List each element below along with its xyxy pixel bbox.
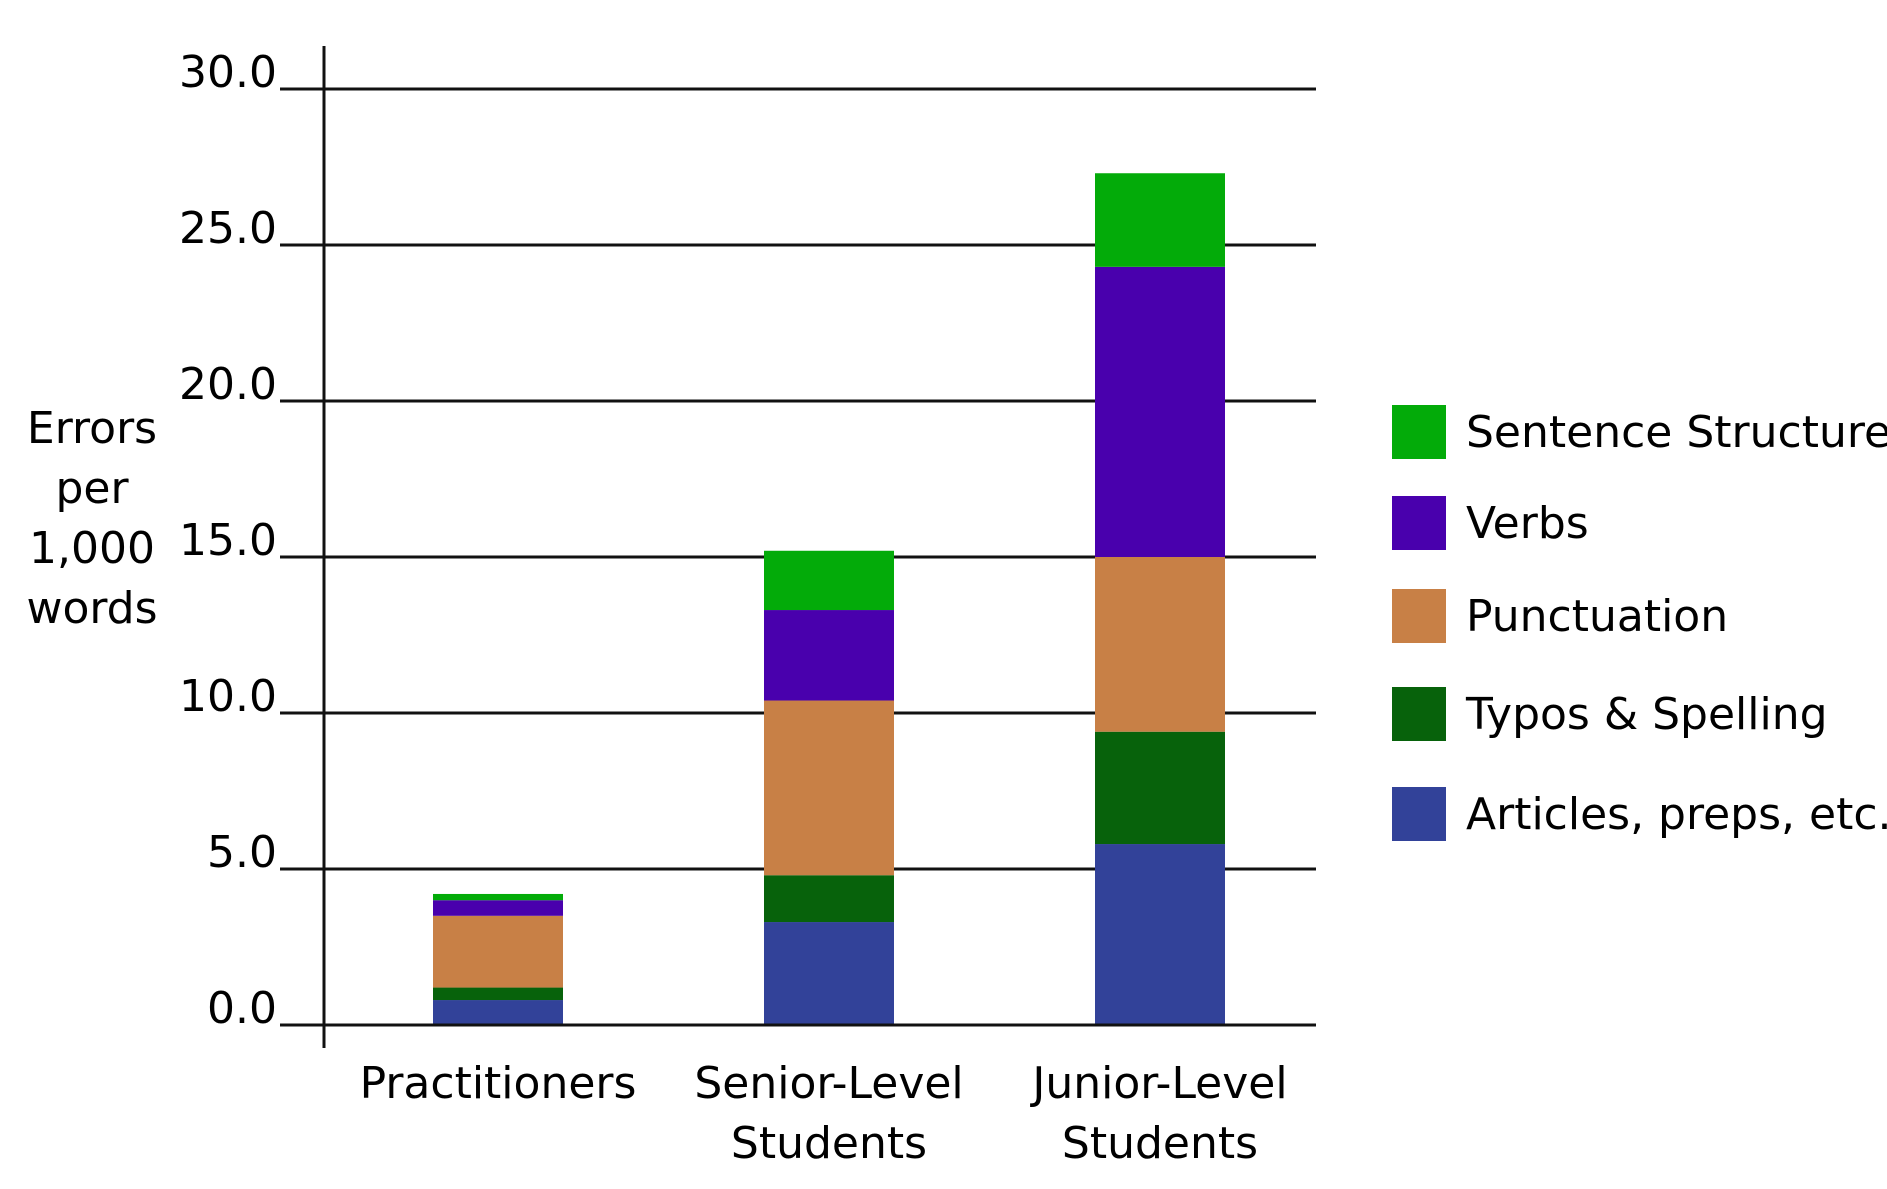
bar-segment bbox=[1095, 557, 1225, 732]
x-category-label: Senior-Level bbox=[694, 1058, 963, 1109]
y-axis-label-line: words bbox=[26, 583, 157, 634]
y-tick-label: 20.0 bbox=[179, 359, 277, 410]
x-category-label: Students bbox=[1062, 1118, 1258, 1169]
x-category-labels: Practitioners Senior-Level Students Junior-… bbox=[360, 1058, 1288, 1169]
legend-label: Sentence Structure bbox=[1466, 407, 1887, 458]
legend: Sentence Structure Verbs Punctuation Typos … bbox=[1392, 405, 1887, 841]
y-tick-label: 10.0 bbox=[179, 671, 277, 722]
legend-label: Articles, preps, etc. bbox=[1466, 789, 1887, 840]
legend-swatch bbox=[1392, 496, 1446, 550]
legend-swatch bbox=[1392, 589, 1446, 643]
x-category-label: Students bbox=[731, 1118, 927, 1169]
y-axis-label-line: 1,000 bbox=[29, 523, 155, 574]
y-tick-labels: 0.0 5.0 10.0 15.0 20.0 25.0 30.0 bbox=[179, 47, 277, 1034]
bar-segment bbox=[764, 875, 894, 923]
legend-swatch bbox=[1392, 687, 1446, 741]
bar-segment bbox=[764, 610, 894, 701]
y-tick-label: 5.0 bbox=[207, 827, 277, 878]
bar-segment bbox=[764, 922, 894, 1025]
bars bbox=[433, 173, 1225, 1025]
y-tick-label: 0.0 bbox=[207, 983, 277, 1034]
axes bbox=[280, 46, 1316, 1048]
bar-segment bbox=[433, 1000, 563, 1025]
y-axis-label: Errors per 1,000 words bbox=[26, 403, 157, 634]
y-tick-label: 30.0 bbox=[179, 47, 277, 98]
bar-segment bbox=[1095, 266, 1225, 557]
x-category-label: Practitioners bbox=[360, 1058, 637, 1109]
legend-swatch bbox=[1392, 787, 1446, 841]
legend-label: Punctuation bbox=[1466, 591, 1728, 642]
bar-segment bbox=[433, 915, 563, 988]
y-axis-label-line: Errors bbox=[27, 403, 157, 454]
bar-segment bbox=[433, 893, 563, 901]
bar-segment bbox=[1095, 731, 1225, 845]
x-category-label: Junior-Level bbox=[1029, 1058, 1287, 1109]
y-tick-label: 15.0 bbox=[179, 515, 277, 566]
legend-swatch bbox=[1392, 405, 1446, 459]
bar-segment bbox=[1095, 844, 1225, 1025]
bar-segment bbox=[1095, 173, 1225, 267]
bar-segment bbox=[764, 700, 894, 876]
y-tick-label: 25.0 bbox=[179, 203, 277, 254]
legend-label: Verbs bbox=[1466, 498, 1589, 549]
legend-label: Typos & Spelling bbox=[1465, 689, 1828, 740]
y-axis-label-line: per bbox=[55, 463, 129, 514]
bar-segment bbox=[433, 900, 563, 916]
bar-segment bbox=[764, 550, 894, 611]
bar-segment bbox=[433, 987, 563, 1001]
